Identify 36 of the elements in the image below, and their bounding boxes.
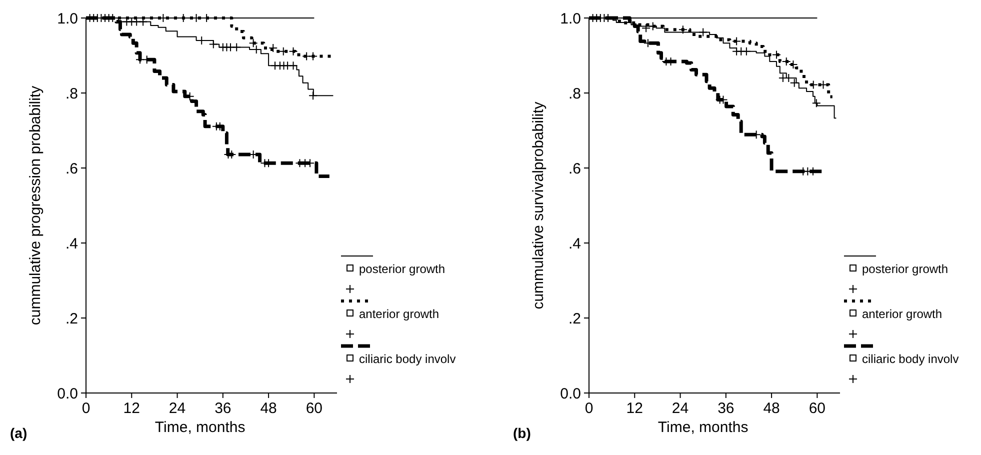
x-tick-label: 12 xyxy=(626,400,643,417)
legend-label: posterior growth xyxy=(862,262,948,276)
y-tick-label: 0.0 xyxy=(57,385,78,402)
y-tick-label: .2 xyxy=(65,310,78,328)
x-tick-label: 48 xyxy=(260,400,277,417)
y-tick-label: 1.0 xyxy=(57,10,78,28)
y-axis-title: cummulative progression probability xyxy=(27,85,44,326)
x-axis-title: Time, months xyxy=(658,419,748,436)
x-tick-label: 24 xyxy=(672,400,689,417)
x-tick-label: 0 xyxy=(584,400,594,417)
y-tick-label: .2 xyxy=(568,310,581,328)
y-tick-label: 0.0 xyxy=(560,385,581,402)
x-tick-label: 12 xyxy=(123,400,140,417)
x-tick-label: 60 xyxy=(808,400,826,417)
x-tick-label: 0 xyxy=(82,400,90,417)
y-tick-label: .8 xyxy=(65,85,78,102)
x-axis-title: Time, months xyxy=(154,419,246,436)
x-tick-label: 48 xyxy=(763,400,780,417)
y-tick-label: 1.0 xyxy=(560,10,581,28)
y-tick-label: .6 xyxy=(568,160,581,178)
text: (b) xyxy=(513,425,531,441)
y-tick-label: .6 xyxy=(65,160,78,178)
y-tick-label: .4 xyxy=(65,235,78,252)
x-tick-label: 24 xyxy=(168,400,186,417)
x-tick-label: 60 xyxy=(306,400,323,417)
y-tick-label: .4 xyxy=(568,235,581,252)
x-tick-label: 36 xyxy=(718,400,734,417)
y-axis-title: cummulative survivalprobability xyxy=(530,101,547,310)
legend-label: ciliaric body involv xyxy=(862,352,959,366)
legend-label: posterior growth xyxy=(359,262,446,276)
legend-label: anterior growth xyxy=(862,307,942,321)
legend-label: ciliaric body involv xyxy=(359,352,456,366)
legend-label: anterior growth xyxy=(359,307,440,321)
x-tick-label: 36 xyxy=(214,400,232,417)
text: (a) xyxy=(10,425,28,441)
y-tick-label: .8 xyxy=(568,85,581,102)
